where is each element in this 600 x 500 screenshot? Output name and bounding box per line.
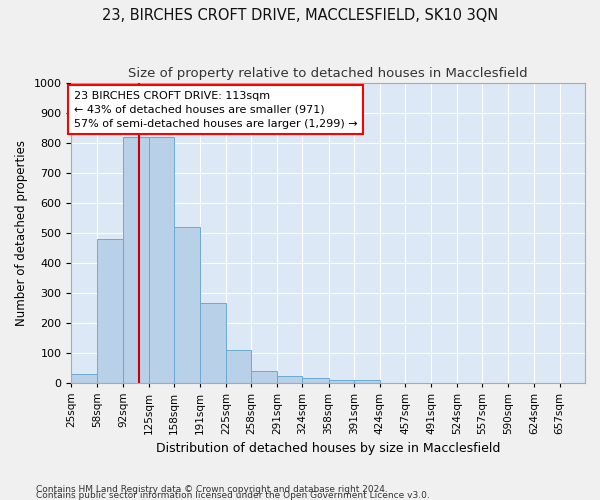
Bar <box>123 137 149 382</box>
Text: 23 BIRCHES CROFT DRIVE: 113sqm
← 43% of detached houses are smaller (971)
57% of: 23 BIRCHES CROFT DRIVE: 113sqm ← 43% of … <box>74 90 357 128</box>
Bar <box>174 227 200 382</box>
Bar <box>277 376 302 382</box>
Title: Size of property relative to detached houses in Macclesfield: Size of property relative to detached ho… <box>128 68 528 80</box>
Text: Contains public sector information licensed under the Open Government Licence v3: Contains public sector information licen… <box>36 491 430 500</box>
Text: 23, BIRCHES CROFT DRIVE, MACCLESFIELD, SK10 3QN: 23, BIRCHES CROFT DRIVE, MACCLESFIELD, S… <box>102 8 498 22</box>
Bar <box>329 380 354 382</box>
Bar <box>200 303 226 382</box>
Bar <box>226 350 251 382</box>
Bar <box>302 378 329 382</box>
Bar <box>97 239 123 382</box>
X-axis label: Distribution of detached houses by size in Macclesfield: Distribution of detached houses by size … <box>156 442 500 455</box>
Text: Contains HM Land Registry data © Crown copyright and database right 2024.: Contains HM Land Registry data © Crown c… <box>36 485 388 494</box>
Y-axis label: Number of detached properties: Number of detached properties <box>15 140 28 326</box>
Bar <box>354 380 380 382</box>
Bar <box>251 370 277 382</box>
Bar <box>71 374 97 382</box>
Bar <box>149 137 174 382</box>
